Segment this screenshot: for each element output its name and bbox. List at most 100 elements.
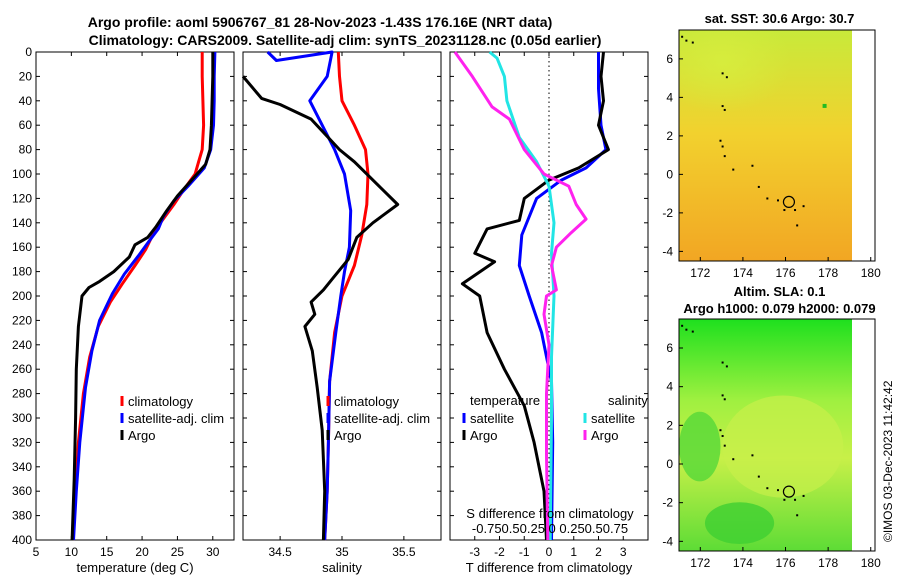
figure-title-line1: Argo profile: aoml 5906767_81 28-Nov-202…	[88, 14, 553, 30]
island-marker	[757, 185, 760, 188]
map-field-blob	[679, 411, 721, 482]
map-bad-pixel	[822, 103, 827, 108]
y-tick-label: 320	[12, 435, 32, 449]
map-x-tick-label: 178	[818, 266, 838, 280]
map-y-tick-label: 0	[666, 457, 673, 471]
y-tick-label: 300	[12, 411, 32, 425]
x-tick-label: 5	[33, 545, 40, 559]
y-tick-label: 400	[12, 533, 32, 547]
map-x-tick-label: 180	[861, 556, 881, 570]
figure-title-line2: Climatology: CARS2009. Satellite-adj cli…	[89, 32, 602, 48]
island-marker	[719, 429, 722, 432]
y-tick-label: 60	[19, 118, 33, 132]
map-x-tick-label: 172	[690, 266, 710, 280]
sst_map-panel: sat. SST: 30.6 Argo: 30.7 172 174 176 178 180…	[662, 11, 881, 280]
salinity-panel: 34.5 35 35.5 salinity climatology satellite-a…	[241, 50, 442, 575]
island-marker	[783, 209, 786, 212]
map-y-tick-label: -4	[662, 534, 673, 548]
x-axis-label: salinity	[322, 560, 362, 575]
y-tick-label: 180	[12, 265, 32, 279]
series-line-argo	[70, 52, 215, 541]
map-y-tick-label: 2	[666, 418, 673, 432]
legend-group-title: salinity	[608, 393, 648, 408]
island-marker	[802, 205, 805, 208]
island-marker	[796, 514, 799, 517]
map-y-tick-label: 0	[666, 167, 673, 181]
island-marker	[796, 224, 799, 227]
series-line-salinity-argo	[453, 51, 588, 541]
island-marker	[751, 454, 754, 457]
island-marker	[732, 458, 735, 461]
island-marker	[783, 498, 786, 501]
y-tick-label: 140	[12, 216, 32, 230]
island-marker	[732, 168, 735, 171]
map-x-tick-label: 176	[776, 266, 796, 280]
x-tick-label: 0	[546, 545, 553, 559]
map-y-tick-label: -2	[662, 496, 673, 510]
island-marker	[794, 498, 797, 501]
x-axis-label: T difference from climatology	[466, 560, 633, 575]
map-y-tick-label: 6	[666, 52, 673, 66]
island-marker	[802, 494, 805, 497]
x-axis-label: temperature (deg C)	[76, 560, 193, 575]
map-x-tick-label: 174	[733, 266, 753, 280]
map-y-tick-label: 2	[666, 129, 673, 143]
map-y-tick-label: 4	[666, 90, 673, 104]
y-tick-label: 160	[12, 240, 32, 254]
map-frame	[678, 318, 876, 552]
map-field-blob	[704, 502, 775, 545]
legend-label: satellite-adj. clim	[334, 411, 430, 426]
map-x-tick-label: 172	[690, 556, 710, 570]
island-marker	[685, 39, 688, 42]
island-marker	[794, 209, 797, 212]
y-tick-label: 360	[12, 484, 32, 498]
map-x-tick-label: 174	[733, 556, 753, 570]
y-tick-label: 280	[12, 387, 32, 401]
map-y-tick-label: -4	[662, 244, 673, 258]
x-tick-label: 1	[570, 545, 577, 559]
difference-panel: -3 -2 -1 0 1 2 3T difference from climatology t…	[449, 50, 649, 575]
y-tick-label: 120	[12, 191, 32, 205]
y-tick-label: 380	[12, 509, 32, 523]
island-marker	[681, 35, 684, 38]
x-tick-label: -3	[469, 545, 480, 559]
imos-timestamp: ©IMOS 03-Dec-2023 11:42:42	[881, 380, 895, 542]
island-marker	[691, 41, 694, 44]
island-marker	[721, 72, 724, 75]
x-axis-top-label: S difference from climatology	[466, 506, 634, 521]
y-tick-label: 80	[19, 143, 33, 157]
x-tick-label: -2	[494, 545, 505, 559]
temperature-panel: 5 10 15 20 25 3002040608010012014016018020022…	[12, 45, 235, 575]
island-marker	[777, 199, 779, 202]
legend-label: Argo	[128, 428, 155, 443]
x-tick-label: 34.5	[268, 545, 292, 559]
sla_map-panel: Altim. SLA: 0.1 Argo h1000: 0.079 h2000: …	[662, 284, 881, 570]
legend-label: satellite	[470, 411, 514, 426]
legend-label: satellite-adj. clim	[128, 411, 224, 426]
y-tick-label: 340	[12, 460, 32, 474]
x-tick-label: 35.5	[392, 545, 416, 559]
island-marker	[721, 361, 724, 364]
series-line-argo	[241, 75, 400, 541]
island-marker	[725, 76, 728, 79]
island-marker	[685, 328, 688, 331]
legend-group-title: temperature	[470, 393, 540, 408]
x-tick-label: 2	[595, 545, 602, 559]
series-line-temperature-argo	[460, 51, 610, 541]
legend-label: Argo	[470, 428, 497, 443]
y-tick-label: 0	[25, 45, 32, 59]
island-marker	[757, 475, 760, 478]
map-y-tick-label: 6	[666, 341, 673, 355]
argo-position-marker	[782, 485, 796, 498]
map-x-tick-label: 180	[861, 266, 881, 280]
y-tick-label: 20	[19, 69, 33, 83]
legend-label: climatology	[128, 394, 194, 409]
map-title: sat. SST: 30.6 Argo: 30.7	[705, 11, 855, 26]
island-marker	[721, 394, 724, 397]
map-x-tick-label: 176	[776, 556, 796, 570]
legend-label: satellite	[591, 411, 635, 426]
y-tick-label: 260	[12, 362, 32, 376]
x-tick-label: 10	[65, 545, 79, 559]
x-tick-label: 35	[335, 545, 349, 559]
